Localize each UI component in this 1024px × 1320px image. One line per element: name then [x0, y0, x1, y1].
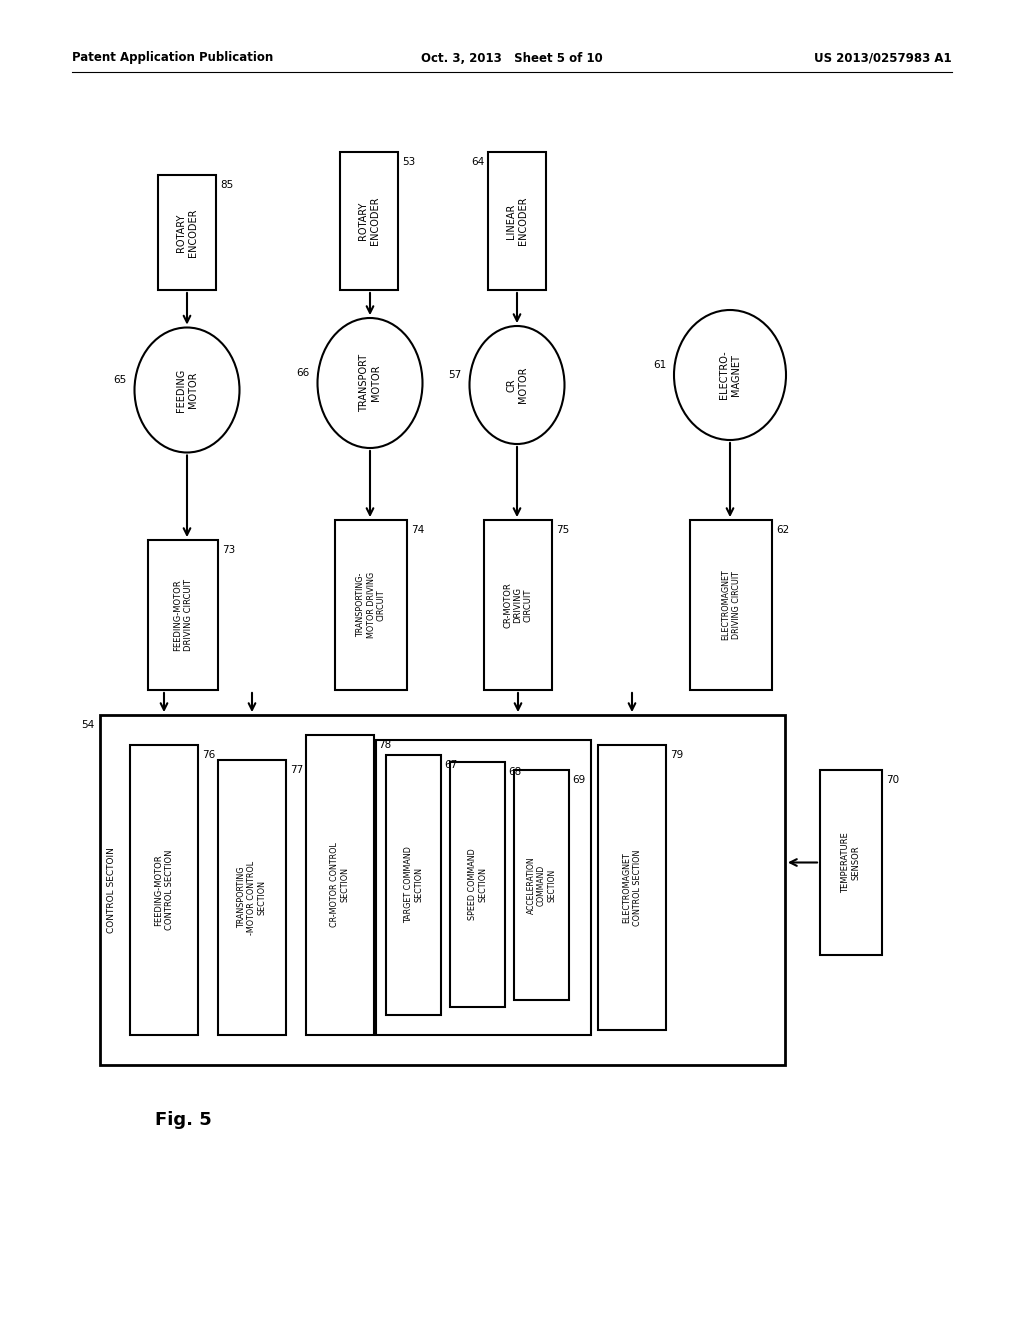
Text: 69: 69 [572, 775, 586, 785]
Text: Oct. 3, 2013   Sheet 5 of 10: Oct. 3, 2013 Sheet 5 of 10 [421, 51, 603, 65]
Text: Patent Application Publication: Patent Application Publication [72, 51, 273, 65]
Text: TARGET COMMAND
SECTION: TARGET COMMAND SECTION [403, 846, 423, 924]
Text: CONTROL SECTOIN: CONTROL SECTOIN [108, 847, 117, 933]
Bar [340, 152, 398, 290]
Text: FEEDING
MOTOR: FEEDING MOTOR [176, 368, 198, 412]
Bar [514, 770, 569, 1001]
Text: 75: 75 [556, 525, 569, 535]
Text: LINEAR
ENCODER: LINEAR ENCODER [506, 197, 527, 246]
Text: 73: 73 [222, 545, 236, 554]
Text: 57: 57 [449, 370, 462, 380]
Text: 74: 74 [411, 525, 424, 535]
Bar [376, 741, 591, 1035]
Bar [450, 762, 505, 1007]
Bar [386, 755, 441, 1015]
Ellipse shape [134, 327, 240, 453]
Text: TRANSPORTING
-MOTOR CONTROL
SECTION: TRANSPORTING -MOTOR CONTROL SECTION [238, 861, 267, 935]
Text: ELECTRO-
MAGNET: ELECTRO- MAGNET [719, 351, 740, 400]
Text: 62: 62 [776, 525, 790, 535]
Text: CR-MOTOR CONTROL
SECTION: CR-MOTOR CONTROL SECTION [331, 842, 350, 928]
Bar [100, 715, 785, 1065]
Text: TRANSPORTING-
MOTOR DRIVING
CIRCUIT: TRANSPORTING- MOTOR DRIVING CIRCUIT [356, 572, 386, 638]
Bar [148, 540, 218, 690]
Text: 61: 61 [652, 360, 666, 370]
Text: FEEDING-MOTOR
CONTROL SECTION: FEEDING-MOTOR CONTROL SECTION [155, 850, 174, 931]
Text: CR-MOTOR
DRIVING
CIRCUIT: CR-MOTOR DRIVING CIRCUIT [503, 582, 532, 628]
Bar [306, 735, 374, 1035]
Bar [598, 744, 666, 1030]
Text: ROTARY
ENCODER: ROTARY ENCODER [358, 197, 380, 246]
Text: 68: 68 [508, 767, 521, 777]
Ellipse shape [674, 310, 786, 440]
Text: 78: 78 [378, 741, 391, 750]
Text: ELECTROMAGNET
DRIVING CIRCUIT: ELECTROMAGNET DRIVING CIRCUIT [721, 570, 740, 640]
Text: 66: 66 [296, 368, 309, 378]
Text: 79: 79 [670, 750, 683, 760]
Text: TEMPERATURE
SENSOR: TEMPERATURE SENSOR [842, 832, 861, 892]
Text: ELECTROMAGNET
CONTROL SECTION: ELECTROMAGNET CONTROL SECTION [623, 849, 642, 925]
Text: FEEDING-MOTOR
DRIVING CIRCUIT: FEEDING-MOTOR DRIVING CIRCUIT [173, 579, 193, 651]
Text: 70: 70 [886, 775, 899, 785]
Bar [218, 760, 286, 1035]
Text: ACCELERATION
COMMAND
SECTION: ACCELERATION COMMAND SECTION [526, 857, 556, 913]
Bar [335, 520, 407, 690]
Text: 53: 53 [402, 157, 416, 168]
Bar [488, 152, 546, 290]
Text: 76: 76 [202, 750, 215, 760]
Text: Fig. 5: Fig. 5 [155, 1111, 212, 1129]
Bar [158, 176, 216, 290]
Text: ROTARY
ENCODER: ROTARY ENCODER [176, 209, 198, 257]
Bar [130, 744, 198, 1035]
Text: 77: 77 [290, 766, 303, 775]
Text: US 2013/0257983 A1: US 2013/0257983 A1 [814, 51, 952, 65]
Ellipse shape [317, 318, 423, 447]
Text: TRANSPORT
MOTOR: TRANSPORT MOTOR [359, 354, 381, 412]
Bar [820, 770, 882, 954]
Text: 67: 67 [444, 760, 458, 770]
Ellipse shape [469, 326, 564, 444]
Text: CR
MOTOR: CR MOTOR [506, 367, 527, 403]
Bar [690, 520, 772, 690]
Text: 85: 85 [220, 180, 233, 190]
Bar [484, 520, 552, 690]
Text: 65: 65 [114, 375, 127, 385]
Text: SPEED COMMAND
SECTION: SPEED COMMAND SECTION [468, 849, 487, 920]
Text: 54: 54 [81, 719, 94, 730]
Text: 64: 64 [471, 157, 484, 168]
